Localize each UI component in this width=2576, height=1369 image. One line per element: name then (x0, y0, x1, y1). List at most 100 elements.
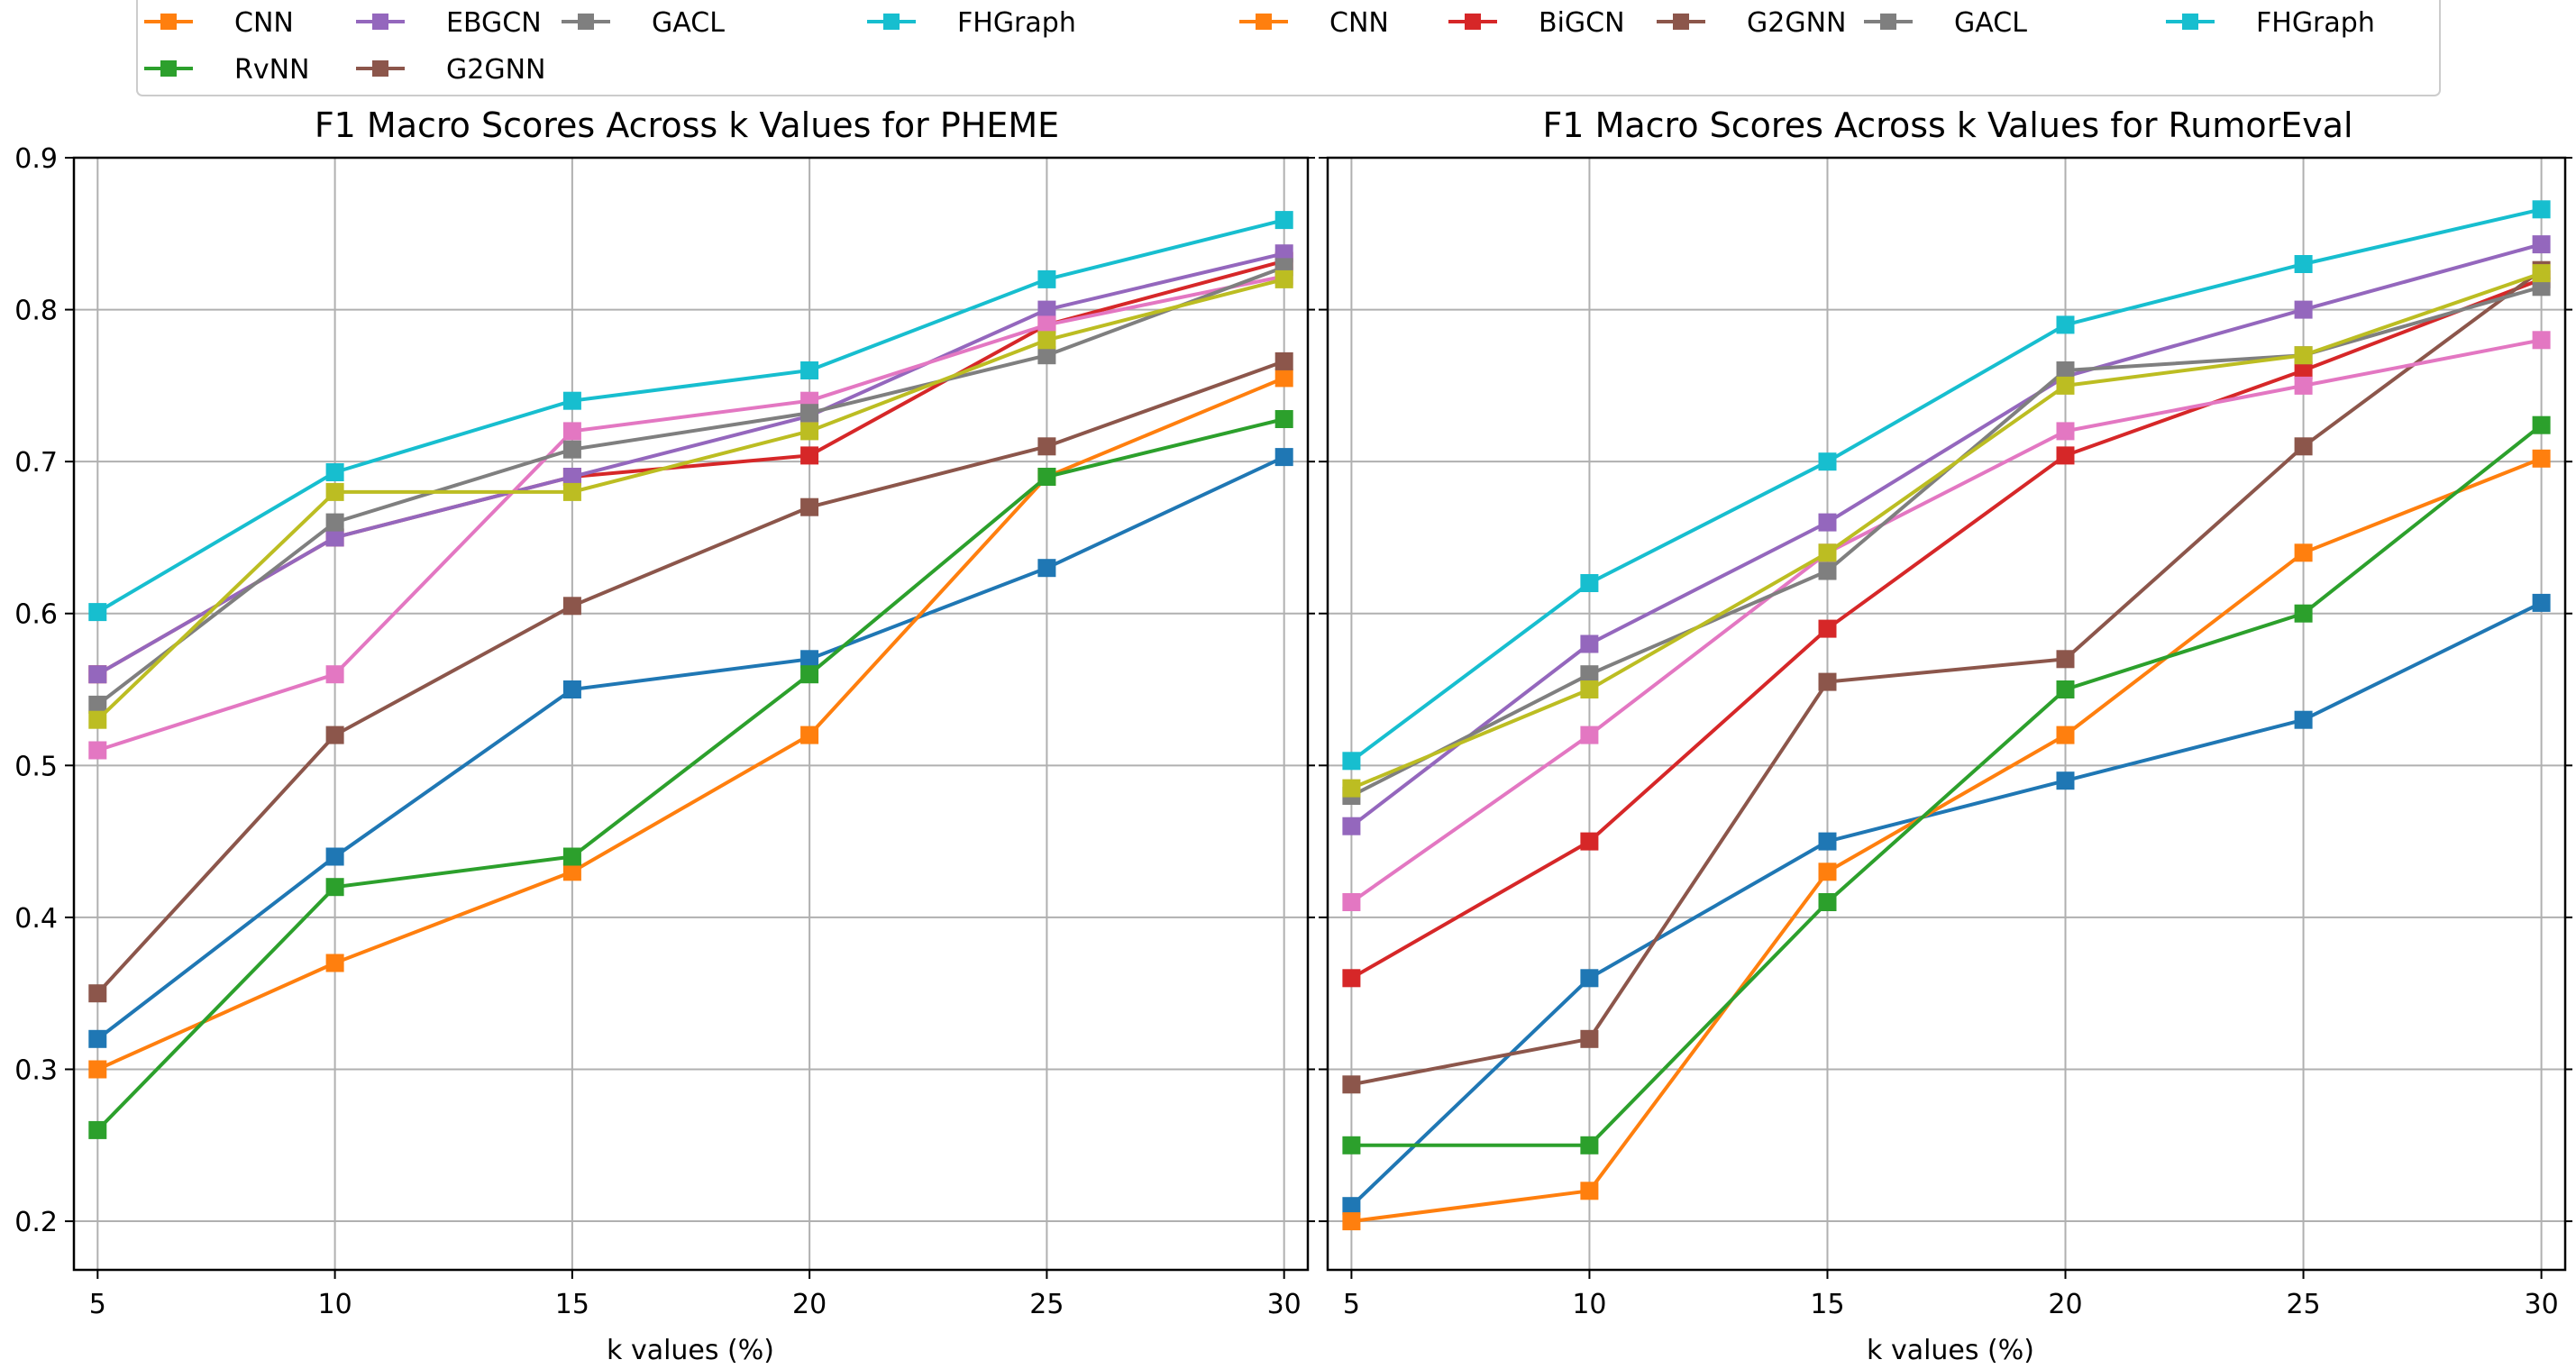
data-point (1274, 369, 1293, 388)
data-point (1037, 559, 1056, 578)
series-line (1351, 456, 2543, 1224)
data-point (2532, 235, 2551, 254)
data-point (800, 422, 819, 441)
x-axis-label-rumoreval: k values (%) (1867, 1335, 2034, 1366)
data-point (88, 603, 107, 622)
x-tick-label: 30 (2525, 1289, 2559, 1320)
series-line (1350, 242, 2543, 828)
legend-marker (1880, 14, 1896, 30)
data-point (2532, 331, 2551, 350)
data-point (2294, 604, 2313, 623)
y-tick-label: 0.9 (14, 143, 58, 175)
data-point (1037, 315, 1056, 334)
axes-frame-rumoreval (1326, 156, 2567, 1272)
chart-title-rumoreval: F1 Macro Scores Across k Values for Rumo… (1542, 105, 2352, 145)
series-olive-pheme (88, 269, 1293, 729)
y-tick-label: 0.3 (14, 1054, 58, 1086)
series-g2gnn-rumoreval (1342, 260, 2551, 1094)
data-point (2532, 200, 2551, 219)
legend-marker (578, 14, 594, 30)
series-line (1350, 338, 2542, 904)
legend: CNN EBGCN GACL FHGraph CNN BiGCN G2GNN GACL FHGr… (136, 0, 2441, 96)
axes-frame-pheme (72, 156, 1310, 1272)
data-point (1818, 672, 1837, 691)
data-point (562, 680, 581, 698)
series-line (96, 376, 1285, 1072)
y-tick-label: 0.8 (14, 296, 58, 327)
x-tick-label: 15 (555, 1289, 589, 1320)
data-point (2294, 300, 2313, 319)
data-point (2056, 726, 2075, 744)
y-tick-label: 0.5 (14, 751, 58, 782)
data-point (562, 440, 581, 459)
data-point (325, 878, 344, 897)
data-point (1274, 211, 1293, 230)
legend-item-cnn-0: CNN (144, 7, 294, 39)
data-point (800, 726, 819, 744)
series-line (96, 251, 1285, 676)
series-blue-pheme (88, 448, 1293, 1048)
chart-title-pheme: F1 Macro Scores Across k Values for PHEM… (315, 105, 1059, 145)
data-point (1274, 410, 1293, 428)
series-g2gnn-pheme (88, 351, 1293, 1003)
y-tick-label: 0.2 (14, 1207, 58, 1238)
data-point (325, 463, 344, 481)
data-point (562, 862, 581, 881)
data-point (2294, 437, 2313, 456)
data-point (2532, 278, 2551, 297)
data-point (1818, 862, 1837, 881)
legend-item-gacl-2: GACL (562, 7, 725, 39)
y-tick-label: 0.4 (14, 903, 58, 935)
x-tick-label: 5 (1343, 1289, 1360, 1320)
legend-marker (1465, 14, 1481, 30)
legend-item-fhgraph-3: FHGraph (867, 7, 1076, 39)
legend-marker (1256, 14, 1272, 30)
data-point (325, 513, 344, 532)
data-point (2056, 315, 2075, 334)
data-point (2532, 415, 2551, 434)
series-line (1350, 601, 2543, 1208)
series-line (1350, 271, 2543, 790)
series-line (1351, 424, 2543, 1147)
legend-marker (160, 14, 177, 30)
data-point (1342, 1197, 1361, 1216)
data-point (2056, 422, 2075, 441)
data-point (1580, 574, 1599, 592)
legend-box (136, 0, 2441, 96)
series-gacl-pheme (88, 258, 1293, 714)
data-point (562, 847, 581, 866)
x-tick-label: 25 (2286, 1289, 2320, 1320)
data-point (1580, 1182, 1599, 1200)
data-point (1580, 1136, 1599, 1155)
data-point (325, 665, 344, 684)
series-pink-pheme (88, 267, 1293, 760)
data-point (1037, 300, 1056, 319)
data-point (1342, 969, 1361, 988)
series-line (1350, 278, 2543, 981)
data-point (1580, 634, 1599, 653)
series-group-rumoreval (1342, 200, 2551, 1231)
data-point (1580, 726, 1599, 744)
series-rvnn-rumoreval (1342, 415, 2551, 1155)
data-point (2056, 771, 2075, 790)
data-point (1580, 665, 1599, 684)
data-point (1342, 779, 1361, 798)
data-point (1274, 351, 1293, 370)
data-point (800, 446, 819, 465)
data-point (800, 665, 819, 684)
x-tick-label: 5 (89, 1289, 106, 1320)
legend-item-rvnn-9: RvNN (144, 54, 309, 86)
data-point (562, 391, 581, 410)
data-point (1342, 752, 1361, 771)
legend-marker (372, 60, 388, 77)
data-point (2056, 650, 2075, 669)
data-point (2056, 376, 2075, 395)
ticks-pheme: 5 10 15 20 25 30 0.2 0.3 0.4 0.5 0.6 0.7 0.8 0.9 (14, 143, 1315, 1320)
legend-item-ebgcn-1: EBGCN (356, 7, 542, 39)
ticks-rumoreval: 5 10 15 20 25 30 (1319, 157, 2572, 1320)
series-cnn-pheme (88, 369, 1293, 1079)
legend-item-g2gnn-6: G2GNN (1657, 7, 1846, 39)
data-point (88, 695, 107, 714)
data-point (1818, 543, 1837, 562)
data-point (2294, 346, 2313, 365)
